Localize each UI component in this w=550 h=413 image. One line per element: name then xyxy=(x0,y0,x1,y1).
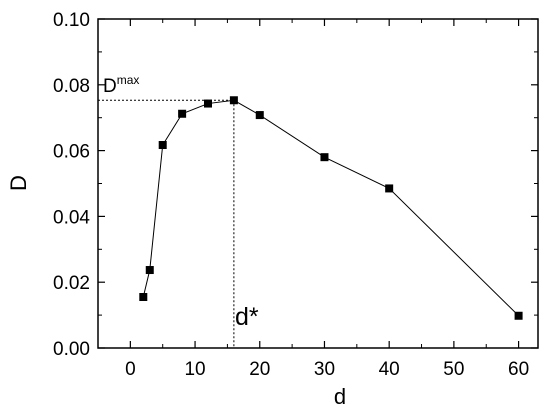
x-tick-label: 10 xyxy=(184,359,205,380)
x-tick-label: 30 xyxy=(314,359,335,380)
data-point xyxy=(178,109,187,118)
y-tick-label: 0.04 xyxy=(53,207,90,228)
y-tick-label: 0.00 xyxy=(53,339,90,360)
data-point xyxy=(139,293,148,302)
series-line xyxy=(142,99,519,317)
data-point xyxy=(320,153,329,162)
data-point xyxy=(255,111,264,120)
y-tick-label: 0.10 xyxy=(53,10,90,31)
y-tick-label: 0.08 xyxy=(53,76,90,97)
data-point xyxy=(229,96,238,105)
data-series xyxy=(142,99,519,317)
plot-frame xyxy=(97,18,539,349)
data-point xyxy=(385,184,394,193)
y-axis-ticks: 0.00 0.02 0.04 0.06 0.08 0.10 xyxy=(53,10,538,360)
x-axis-title: d xyxy=(334,384,346,409)
y-axis-title: D xyxy=(6,175,31,191)
x-tick-label: 50 xyxy=(443,359,464,380)
y-tick-label: 0.02 xyxy=(53,273,90,294)
plot-area-border xyxy=(97,18,539,349)
dstar-annotation: d* xyxy=(235,303,259,331)
x-axis-ticks: 0 10 20 30 40 50 60 xyxy=(125,19,529,380)
data-point xyxy=(514,311,523,320)
y-tick-label: 0.06 xyxy=(53,142,90,163)
x-tick-label: 60 xyxy=(508,359,529,380)
dmax-annotation: Dmax xyxy=(103,73,139,97)
data-point xyxy=(158,141,167,150)
x-tick-label: 40 xyxy=(379,359,400,380)
dmax-base: D xyxy=(103,76,117,97)
dmax-superscript: max xyxy=(117,73,140,87)
data-markers xyxy=(139,96,523,320)
dmax-guide-lines xyxy=(98,99,235,348)
data-point xyxy=(204,99,212,108)
x-tick-label: 20 xyxy=(249,359,270,380)
data-point xyxy=(145,266,154,275)
x-tick-label: 0 xyxy=(125,359,136,380)
